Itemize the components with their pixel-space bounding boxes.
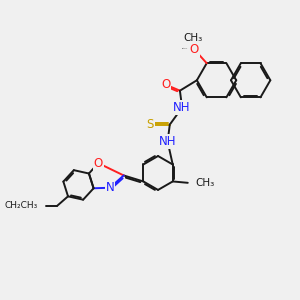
Text: methoxy: methoxy	[182, 48, 188, 49]
Text: O: O	[190, 43, 199, 56]
Text: NH: NH	[173, 101, 191, 114]
Text: O: O	[161, 78, 170, 91]
Text: NH: NH	[159, 135, 176, 148]
Text: N: N	[106, 181, 114, 194]
Text: CH₃: CH₃	[183, 33, 203, 43]
Text: O: O	[94, 157, 103, 169]
Text: S: S	[146, 118, 154, 131]
Text: CH₃: CH₃	[195, 178, 215, 188]
Text: CH₂CH₃: CH₂CH₃	[4, 201, 38, 210]
